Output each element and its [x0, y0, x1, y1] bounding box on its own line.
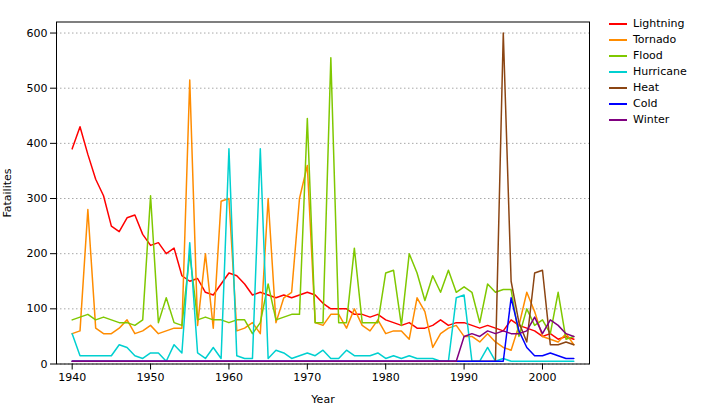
svg-text:300: 300 — [27, 192, 48, 205]
svg-text:500: 500 — [27, 82, 48, 95]
svg-text:100: 100 — [27, 302, 48, 315]
svg-text:1990: 1990 — [450, 371, 478, 384]
svg-text:0: 0 — [41, 358, 48, 371]
svg-text:1980: 1980 — [372, 371, 400, 384]
svg-text:1970: 1970 — [293, 371, 321, 384]
html-text:Hurricane: Hurricane — [633, 65, 687, 78]
svg-text:400: 400 — [27, 137, 48, 150]
html-text:Tornado: Tornado — [633, 33, 677, 46]
html-text:Winter: Winter — [633, 113, 670, 126]
svg-text:600: 600 — [27, 27, 48, 40]
html-text:Lightning: Lightning — [633, 17, 685, 30]
svg-text:200: 200 — [27, 247, 48, 260]
html-text:Heat: Heat — [633, 81, 660, 94]
html-text:Flood: Flood — [633, 49, 663, 62]
svg-text:1940: 1940 — [58, 371, 86, 384]
svg-text:Year: Year — [310, 393, 335, 406]
svg-text:1960: 1960 — [215, 371, 243, 384]
svg-text:Fatailites: Fatailites — [1, 168, 14, 217]
html-text:Cold: Cold — [633, 97, 658, 110]
svg-text:2000: 2000 — [528, 371, 556, 384]
svg-text:1950: 1950 — [137, 371, 165, 384]
